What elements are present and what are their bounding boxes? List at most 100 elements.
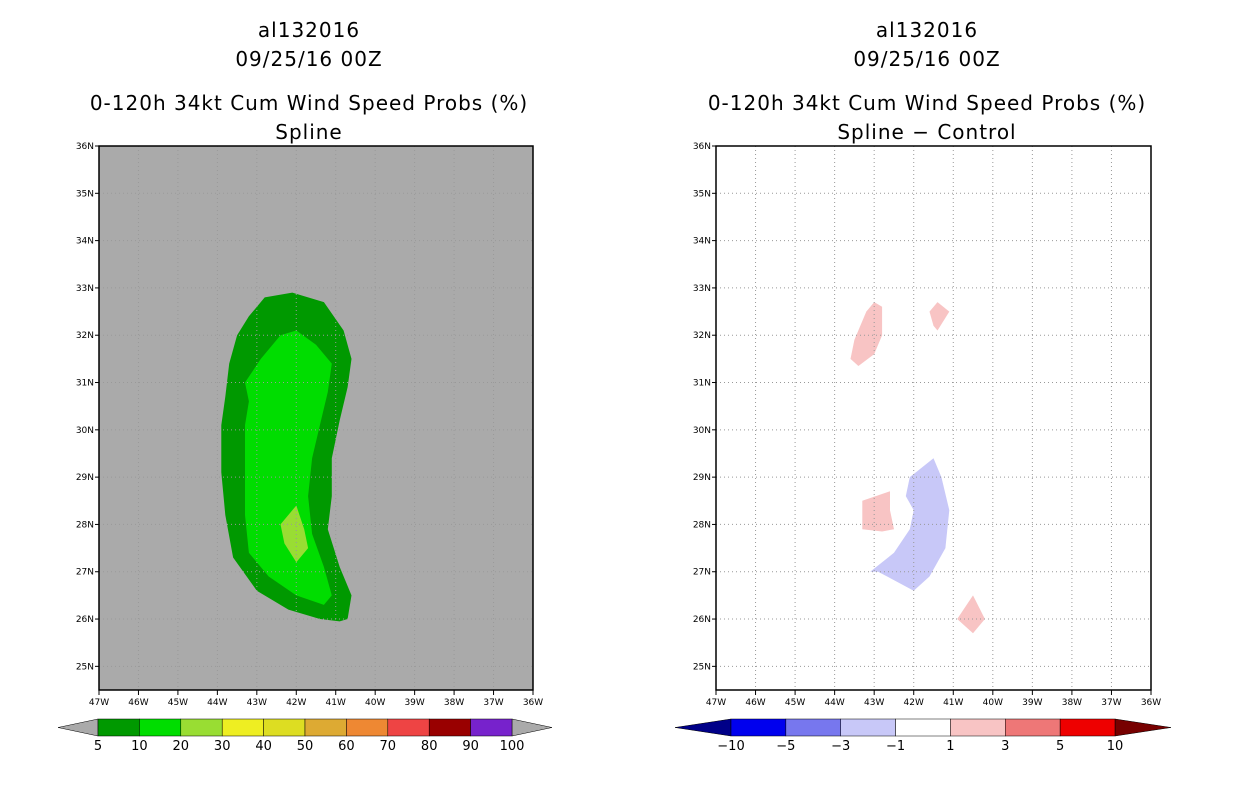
plot-frame [98,145,534,691]
x-tick-label: 45W [785,698,805,708]
colorbar-over-arrow [511,718,553,737]
contour-region [862,491,894,532]
colorbar-label: 90 [462,739,479,754]
plot-frame [715,145,1152,691]
y-tick-label: 28N [76,520,94,530]
x-tick-label: 37W [483,698,503,708]
colorbar-label: 1 [946,739,954,754]
x-tick-label: 41W [943,698,963,708]
y-tick-label: 25N [693,662,711,672]
colorbar-swatch [221,718,264,737]
x-tick-label: 46W [745,698,765,708]
x-tick-label: 43W [247,698,267,708]
chart-title-storm-id: al132016 [257,18,361,42]
y-tick-label: 35N [76,189,94,199]
colorbar-label: 10 [1107,739,1124,754]
colorbar-label: −5 [776,739,795,754]
x-tick-label: 44W [824,698,844,708]
y-tick-label: 27N [693,568,711,578]
colorbar-label: −1 [886,739,905,754]
y-tick-label: 30N [76,426,94,436]
x-tick-label: 43W [864,698,884,708]
colorbar-label: 30 [214,739,231,754]
colorbar-swatch [785,718,841,737]
chart-subtitle: Spline − Control [837,120,1017,144]
x-tick-label: 46W [128,698,148,708]
chart-title-product: 0-120h 34kt Cum Wind Speed Probs (%) [707,91,1147,115]
wind-probability-difference-map: 47W 46W 45W 44W 43W 42W 41W 40W 39W 38W 37W 36W 25N 2… [674,142,1172,754]
chart-title-product: 0-120h 34kt Cum Wind Speed Probs (%) [89,91,529,115]
y-tick-label: 36N [76,142,94,152]
colorbar-label: 3 [1001,739,1009,754]
colorbar-over-arrow [1114,718,1172,737]
chart-subtitle: Spline [275,120,343,144]
x-tick-label: 39W [404,698,424,708]
chart-panel-difference: al132016 09/25/16 00Z 0-120h 34kt Cum Wi… [618,0,1236,800]
y-tick-label: 29N [693,473,711,483]
y-tick-label: 34N [693,237,711,247]
colorbar-label: 70 [380,739,397,754]
y-tick-label: 28N [693,520,711,530]
chart-title-datetime: 09/25/16 00Z [235,47,383,71]
y-tick-label: 34N [76,237,94,247]
colorbar-label: 5 [94,739,102,754]
x-tick-label: 47W [89,698,109,708]
colorbar-label: 40 [255,739,272,754]
y-tick-label: 30N [693,426,711,436]
y-tick-label: 32N [693,331,711,341]
y-tick-label: 36N [693,142,711,152]
colorbar-label: 80 [421,739,438,754]
x-tick-label: 45W [168,698,188,708]
chart-title-datetime: 09/25/16 00Z [853,47,1001,71]
y-tick-label: 26N [693,615,711,625]
x-tick-label: 36W [1141,698,1161,708]
colorbar-swatch [263,718,306,737]
contour-region [245,330,332,605]
colorbar-swatch [1005,718,1061,737]
y-tick-label: 26N [76,615,94,625]
colorbar-swatch [139,718,182,737]
colorbar-swatch [1059,718,1116,737]
colorbar-label: 60 [338,739,355,754]
y-tick-label: 33N [76,284,94,294]
colorbar-label: 10 [131,739,148,754]
colorbar-label: −10 [717,739,744,754]
x-tick-label: 47W [706,698,726,708]
x-tick-label: 37W [1101,698,1121,708]
wind-probability-map: 47W 46W 45W 44W 43W 42W 41W 40W 39W 38W 37W 36W 25N 2… [57,142,553,754]
contour-region [280,505,309,563]
contour-region [957,595,985,634]
plot-background [716,146,1151,690]
colorbar-swatch [387,718,430,737]
y-tick-label: 33N [693,284,711,294]
colorbar-under-arrow [674,718,732,737]
colorbar-swatch [428,718,471,737]
x-tick-label: 42W [904,698,924,708]
colorbar-label: 20 [173,739,190,754]
chart-title-storm-id: al132016 [875,18,979,42]
colorbar-swatch [950,718,1006,737]
x-tick-label: 39W [1022,698,1042,708]
contour-region [870,458,950,591]
y-tick-label: 31N [693,379,711,389]
colorbar-swatch [304,718,347,737]
chart-panel-spline: al132016 09/25/16 00Z 0-120h 34kt Cum Wi… [57,18,553,754]
colorbar-label: 100 [500,739,525,754]
y-tick-label: 29N [76,473,94,483]
colorbar-swatch [730,718,787,737]
x-tick-label: 41W [326,698,346,708]
contour-region [929,302,950,331]
colorbar-swatch [97,718,140,737]
y-tick-label: 25N [76,662,94,672]
y-tick-label: 32N [76,331,94,341]
colorbar-swatch [180,718,223,737]
colorbar-swatch [840,718,896,737]
y-tick-label: 27N [76,568,94,578]
x-tick-label: 40W [365,698,385,708]
colorbar-swatch [470,718,513,737]
colorbar-label: 50 [297,739,314,754]
x-tick-label: 38W [1062,698,1082,708]
y-tick-label: 31N [76,379,94,389]
colorbar-swatch [895,718,951,737]
colorbar-label: −3 [831,739,850,754]
